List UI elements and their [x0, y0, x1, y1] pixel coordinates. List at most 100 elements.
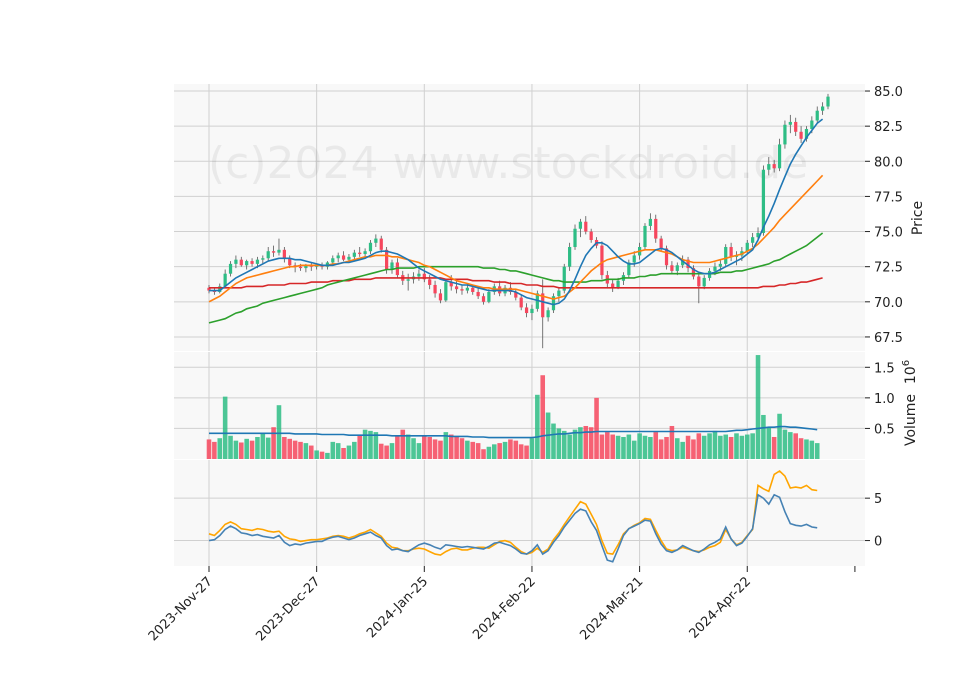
- candle: [223, 269, 227, 288]
- candle-body: [804, 128, 809, 139]
- volume-bar: [718, 435, 723, 459]
- volume-exponent-value: 6: [901, 360, 912, 366]
- candle: [234, 255, 238, 269]
- volume-average-line: [209, 425, 818, 439]
- candle-body: [702, 277, 706, 287]
- volume-bar: [335, 443, 341, 459]
- candle: [729, 242, 733, 262]
- candle-body: [600, 245, 604, 276]
- candle-body: [799, 131, 803, 139]
- candle: [368, 239, 373, 255]
- volume-bar: [701, 435, 707, 459]
- volume-bar: [341, 447, 346, 459]
- volume-bar: [249, 440, 255, 459]
- candle: [250, 258, 254, 267]
- candle-body: [304, 265, 308, 269]
- volume-bar: [508, 439, 513, 459]
- candle: [336, 252, 340, 263]
- candle: [417, 269, 421, 281]
- candle: [568, 242, 572, 271]
- oscillator-line-blue: [208, 493, 818, 563]
- volume-bar: [378, 443, 384, 459]
- candle-body: [239, 259, 243, 266]
- candle: [207, 284, 211, 294]
- candle-body: [826, 96, 830, 107]
- candle: [519, 294, 523, 311]
- volume-bar: [755, 355, 761, 459]
- price-panel-background: [174, 84, 865, 351]
- volume-bar: [734, 433, 739, 459]
- volume-bar: [368, 430, 373, 459]
- candle-body: [643, 225, 647, 248]
- candle: [627, 259, 631, 278]
- candle: [530, 304, 534, 321]
- candle-body: [298, 266, 303, 269]
- volume-bar: [287, 438, 293, 459]
- candle: [277, 238, 281, 256]
- candle-body: [266, 251, 270, 259]
- volume-bar: [239, 442, 244, 459]
- volume-bar: [432, 439, 438, 459]
- candle: [271, 245, 276, 257]
- volume-axis-label: Volume: [903, 394, 919, 446]
- candle-body: [255, 259, 260, 264]
- volume-bar: [599, 434, 605, 459]
- candle: [777, 138, 782, 172]
- volume-bar: [658, 439, 664, 459]
- volume-bar: [233, 440, 239, 459]
- y-tick-label: 75.0: [874, 226, 903, 241]
- price-panel: (c)2024 www.stockdroid.de 67.5 70.0 72.5 75…: [174, 84, 926, 351]
- candle-body: [449, 282, 453, 287]
- volume-bar: [475, 443, 481, 459]
- volume-bar: [491, 444, 497, 459]
- volume-bar: [556, 428, 562, 459]
- volume-bar: [674, 438, 680, 459]
- volume-bar: [761, 414, 766, 459]
- candle-body: [406, 279, 410, 281]
- volume-bar: [222, 396, 228, 459]
- volume-bar: [497, 443, 502, 459]
- candle-body: [250, 261, 254, 264]
- volume-bar: [276, 405, 282, 459]
- candle: [541, 279, 545, 349]
- volume-bar: [782, 429, 788, 459]
- candle-body: [659, 238, 663, 249]
- candle-body: [632, 255, 636, 263]
- candle: [804, 126, 809, 142]
- volume-bar: [771, 436, 777, 459]
- candle: [514, 289, 518, 301]
- candle: [551, 293, 556, 314]
- candle-body: [767, 164, 771, 170]
- oscillator-panel-background: [174, 460, 865, 566]
- volume-bar: [217, 438, 223, 459]
- candle: [266, 247, 270, 262]
- candle-body: [729, 247, 733, 257]
- candle-body: [454, 286, 459, 290]
- volume-bar: [357, 434, 363, 459]
- volume-bar: [282, 436, 287, 459]
- volume-bar: [798, 438, 804, 459]
- volume-bar: [680, 441, 685, 459]
- candle-body: [568, 247, 572, 267]
- candle: [557, 287, 561, 302]
- candle-body: [664, 248, 669, 266]
- volume-bar: [411, 438, 416, 459]
- candle-body: [751, 237, 755, 243]
- candle-body: [465, 287, 469, 291]
- candle: [578, 218, 583, 238]
- candle: [821, 102, 825, 115]
- candle-body: [519, 297, 523, 308]
- candle: [589, 228, 593, 243]
- volume-axis: 0.5 1.0 1.5: [865, 361, 895, 437]
- oscillator-marks: [208, 469, 818, 563]
- y-tick-label: 5: [874, 492, 882, 507]
- volume-bar: [561, 430, 567, 459]
- candle: [648, 213, 652, 231]
- candle-body: [530, 308, 534, 314]
- volume-bar: [777, 413, 782, 459]
- y-tick-label: 67.5: [874, 331, 903, 346]
- volume-bar: [352, 441, 357, 459]
- candle: [524, 303, 529, 318]
- candle: [374, 234, 378, 248]
